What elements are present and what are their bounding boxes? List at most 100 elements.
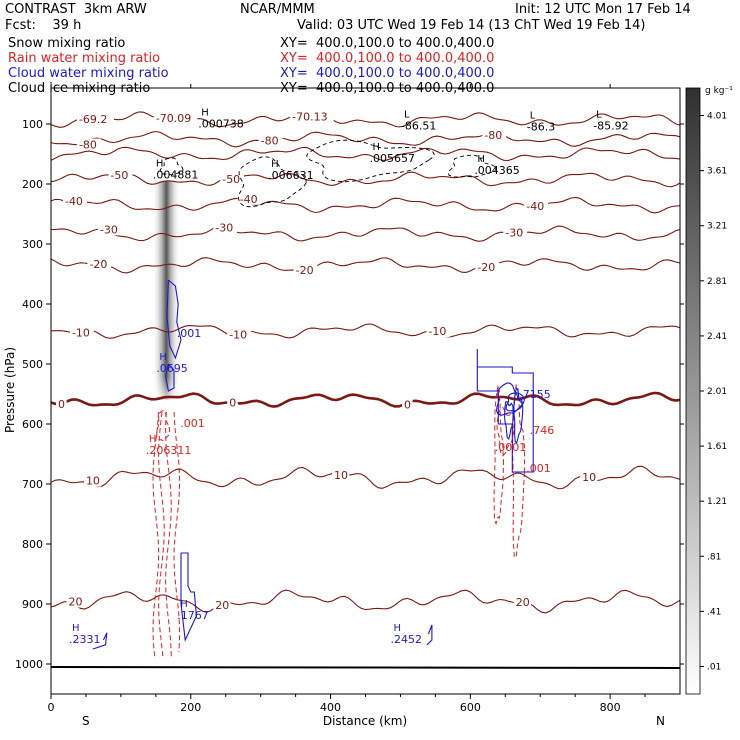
isotherm-label-bg: [401, 398, 413, 411]
rain-contour: [173, 411, 181, 653]
y-tick-label: 1000: [15, 658, 43, 671]
isotherm-label: -70.13: [292, 110, 327, 123]
isotherm--10: [51, 323, 680, 339]
colorbar: [685, 87, 701, 695]
isotherm-label-bg: [580, 471, 598, 484]
extremum-value: .004365: [474, 164, 520, 177]
isotherm-label-bg: [69, 326, 94, 339]
init-time: Init: 12 UTC Mon 17 Feb 14: [515, 2, 691, 17]
rain-contour: [158, 411, 165, 659]
contour-label: .7155: [519, 388, 551, 401]
low-marker: L: [530, 111, 536, 122]
high-marker: H: [180, 599, 188, 610]
isotherm-label: 20: [215, 599, 229, 612]
legend-rain-xy: XY= 400.0,100.0 to 400.0,400.0: [280, 51, 495, 66]
isotherm-label-bg: [76, 113, 114, 126]
isotherm-label-bg: [97, 223, 122, 236]
contour-label: .001: [526, 462, 551, 475]
plot-frame: [50, 87, 681, 695]
isotherm-label: 0: [58, 398, 65, 411]
cloud-water-contour: [166, 279, 182, 360]
surface-line: [51, 666, 680, 669]
x-tick-label: 0: [48, 701, 55, 714]
extremum-value: .2331: [69, 633, 101, 646]
high-marker: H: [72, 623, 80, 634]
isotherm-label: -40: [526, 200, 544, 213]
x-axis-title: Distance (km): [323, 714, 407, 728]
isotherm-label-bg: [258, 134, 283, 147]
legend-cloud-name: Cloud water mixing ratio: [8, 66, 169, 81]
isotherm--80: [51, 130, 680, 148]
isotherm-label: 10: [86, 475, 100, 488]
isotherm-label-bg: [524, 200, 549, 213]
high-marker: H: [149, 434, 157, 445]
isotherm-label-bg: [153, 111, 198, 124]
isotherm--20: [51, 257, 680, 274]
colorbar-unit: g kg⁻¹: [705, 86, 733, 96]
high-marker: H: [477, 154, 485, 165]
high-marker: H: [159, 352, 167, 363]
isotherm-label: -20: [89, 258, 107, 271]
contour-label: .001: [180, 417, 205, 430]
isotherm-20: [51, 589, 680, 614]
cloud-water-contour: [92, 632, 108, 650]
y-tick-label: 400: [22, 298, 43, 311]
isotherm-label-bg: [332, 469, 350, 482]
isotherm-label: -50: [222, 173, 240, 186]
colorbar-tick-label: .41: [707, 607, 721, 617]
isotherm-label: -20: [477, 261, 495, 274]
isotherm-label: -70.09: [156, 112, 191, 125]
rain-contour: [165, 411, 172, 658]
isotherm--70: [51, 111, 680, 128]
x-tick-label: 600: [460, 701, 481, 714]
isotherm-label: -40: [65, 195, 83, 208]
high-marker: H: [156, 159, 164, 170]
isotherm-label-bg: [503, 226, 528, 239]
y-tick-label: 600: [22, 418, 43, 431]
isotherm-label-bg: [513, 596, 531, 609]
rain-contour: [493, 384, 504, 526]
cloud-water-contour: [180, 552, 197, 642]
isotherm-label-bg: [55, 398, 67, 411]
chart-title-center: NCAR/MMM: [240, 2, 315, 17]
legend-snow-name: Snow mixing ratio: [8, 36, 126, 51]
isotherm-label: 10: [582, 471, 596, 484]
colorbar-tick-label: 2.01: [707, 387, 727, 397]
isotherm-label-bg: [227, 396, 238, 409]
cloud-water-contour: [504, 401, 514, 441]
contour-label: .001: [177, 327, 202, 340]
extremum-value: .1767: [177, 609, 209, 622]
high-marker: H: [271, 159, 279, 170]
isotherm-label: -30: [505, 226, 523, 239]
contour-label: .0001: [495, 441, 527, 454]
extremum-value: .0695: [156, 362, 188, 375]
isotherm-0: [51, 391, 680, 408]
legend-cloud-xy: XY= 400.0,100.0 to 400.0,400.0: [280, 66, 495, 81]
isotherm-label-bg: [213, 599, 231, 612]
extremum-value: -86.3: [527, 121, 555, 134]
isotherm--40: [51, 196, 680, 214]
isotherm-label-bg: [62, 195, 87, 208]
isotherm-label-bg: [108, 168, 133, 181]
low-marker: L: [404, 109, 410, 120]
colorbar-tick-label: 1.61: [707, 442, 727, 452]
isotherm-label: -80: [261, 134, 279, 147]
y-tick-label: 700: [22, 478, 43, 491]
isotherm--30: [51, 225, 680, 242]
y-tick-label: 100: [22, 118, 43, 131]
extremum-value: -85.92: [593, 119, 628, 132]
isotherm-label: 20: [516, 596, 530, 609]
cloud-water-contour: [513, 386, 524, 444]
isotherm-label: -40: [240, 193, 258, 206]
high-marker: H: [201, 108, 209, 119]
cloud-water-contour: [476, 349, 534, 473]
colorbar-tick-label: .01: [707, 662, 721, 672]
legend-snow-xy: XY= 400.0,100.0 to 400.0,400.0: [280, 36, 495, 51]
valid-time: Valid: 03 UTC Wed 19 Feb 14 (13 ChT Wed …: [297, 18, 646, 33]
x-tick-label: 400: [320, 701, 341, 714]
isotherm-label: -30: [100, 223, 118, 236]
isotherm-label-bg: [220, 173, 245, 186]
colorbar-tick-label: 3.61: [707, 167, 727, 177]
extremum-value: .206311: [146, 444, 192, 457]
x-tick-label: 200: [180, 701, 201, 714]
